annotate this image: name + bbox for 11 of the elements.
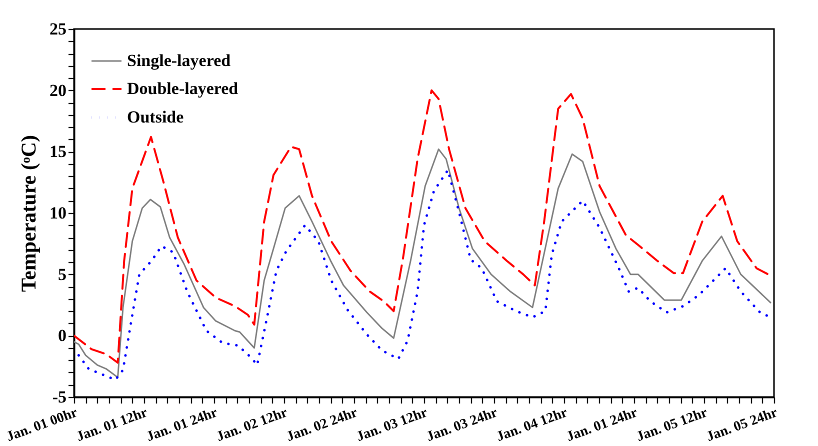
y-tick-label: 0 (58, 326, 66, 346)
y-tick-label: 25 (50, 20, 66, 38)
legend-label: Single-layered (127, 51, 232, 70)
y-tick-label: 10 (50, 204, 66, 222)
y-tick-label: 15 (50, 142, 66, 162)
legend-label: Outside (127, 108, 184, 126)
y-tick-label: -5 (52, 388, 66, 406)
legend-label: Double-layered (127, 79, 239, 98)
y-tick-label: 5 (58, 264, 66, 284)
y-axis-title: Temperature (ᵒC) (16, 134, 40, 292)
y-tick-label: 20 (50, 80, 66, 100)
